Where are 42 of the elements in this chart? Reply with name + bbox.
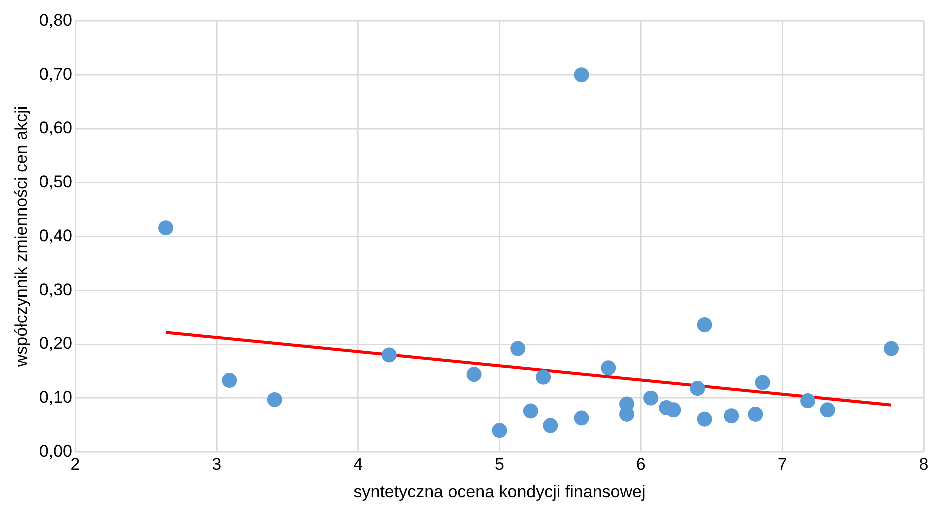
point (543, 418, 558, 434)
y-tick-label: 0,30 (39, 280, 72, 300)
x-tick-label: 3 (212, 455, 222, 474)
x-tick-label: 6 (636, 455, 646, 474)
y-axis-title: współczynnik zmienności cen akcji (12, 106, 31, 368)
y-tick-label: 0,00 (39, 442, 72, 461)
y-tick-label: 0,20 (39, 334, 72, 354)
point (536, 370, 552, 385)
x-tick-label: 4 (354, 455, 364, 474)
point (666, 402, 682, 418)
point (523, 404, 538, 419)
point (382, 348, 397, 363)
y-tick-label: 0,70 (39, 64, 72, 84)
point (724, 408, 740, 424)
point (466, 367, 482, 382)
point (574, 410, 590, 426)
point (820, 402, 836, 418)
point (574, 68, 590, 83)
point (748, 406, 764, 422)
point (690, 381, 706, 396)
y-tick-label: 0,80 (39, 10, 72, 30)
x-axis-title: syntetyczna ocena kondycji finansowej (354, 482, 646, 502)
point (884, 341, 899, 356)
y-tick-label: 0,40 (39, 226, 72, 246)
point (800, 394, 816, 409)
y-tick-label: 0,10 (39, 388, 72, 408)
point (492, 423, 508, 438)
point (644, 390, 659, 406)
point (755, 375, 770, 390)
x-tick-label: 5 (495, 455, 504, 474)
x-tick-label: 7 (778, 455, 788, 474)
point (510, 341, 526, 356)
point (601, 360, 616, 376)
x-tick-label: 8 (919, 455, 929, 474)
point (697, 412, 712, 427)
y-tick-label: 0,60 (39, 118, 72, 138)
point (158, 220, 174, 236)
point (222, 373, 238, 388)
y-tick-label: 0,50 (39, 172, 72, 192)
point (267, 392, 282, 408)
point (697, 318, 712, 333)
x-tick-label: 2 (70, 455, 80, 474)
